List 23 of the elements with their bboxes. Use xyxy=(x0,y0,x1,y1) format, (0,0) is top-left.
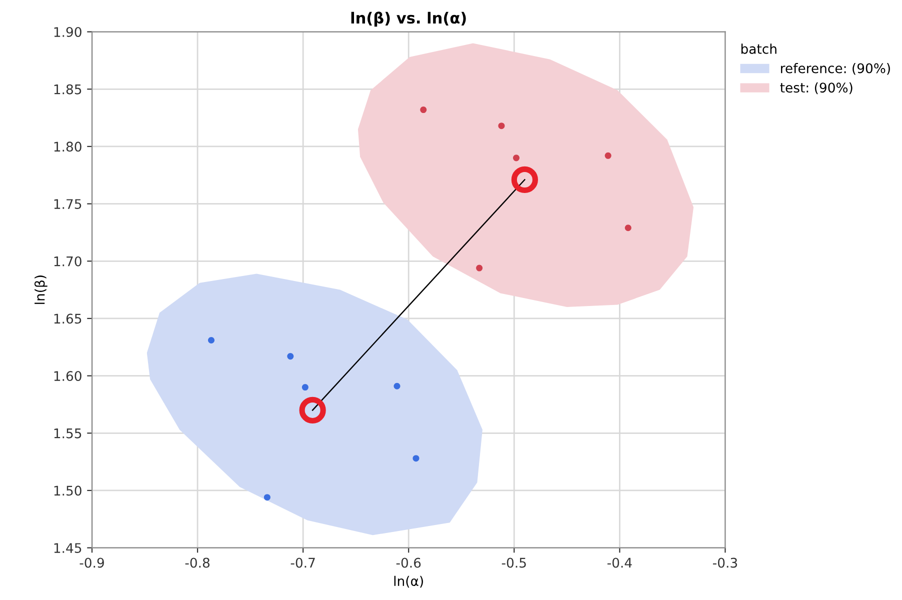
legend-title: batch xyxy=(741,44,776,54)
y-tick-label: 1.55 xyxy=(54,428,82,438)
y-tick-label: 1.45 xyxy=(54,543,82,553)
x-tick-label: -0.3 xyxy=(712,558,738,568)
y-axis-title: ln(β) xyxy=(34,276,48,304)
x-tick-label: -0.7 xyxy=(290,558,315,568)
chart-title: ln(β) vs. ln(α) xyxy=(351,12,466,27)
legend-label: reference: (90%) xyxy=(781,63,890,75)
x-tick-label: -0.9 xyxy=(80,558,104,568)
x-tick-label: -0.5 xyxy=(502,558,526,568)
y-tick-label: 1.50 xyxy=(54,486,82,496)
y-tick-label: 1.70 xyxy=(54,256,82,266)
x-tick-label: -0.8 xyxy=(185,558,210,568)
y-tick-label: 1.90 xyxy=(54,27,82,37)
x-tick-label: -0.4 xyxy=(607,558,632,568)
x-axis-title: ln(α) xyxy=(394,576,423,588)
x-tick-label: -0.6 xyxy=(396,558,421,568)
y-tick-label: 1.60 xyxy=(54,371,82,381)
y-tick-label: 1.85 xyxy=(54,84,82,94)
y-tick-label: 1.80 xyxy=(54,142,82,152)
y-tick-label: 1.75 xyxy=(54,199,82,209)
legend-label: test: (90%) xyxy=(780,82,852,94)
y-tick-label: 1.65 xyxy=(54,314,82,324)
